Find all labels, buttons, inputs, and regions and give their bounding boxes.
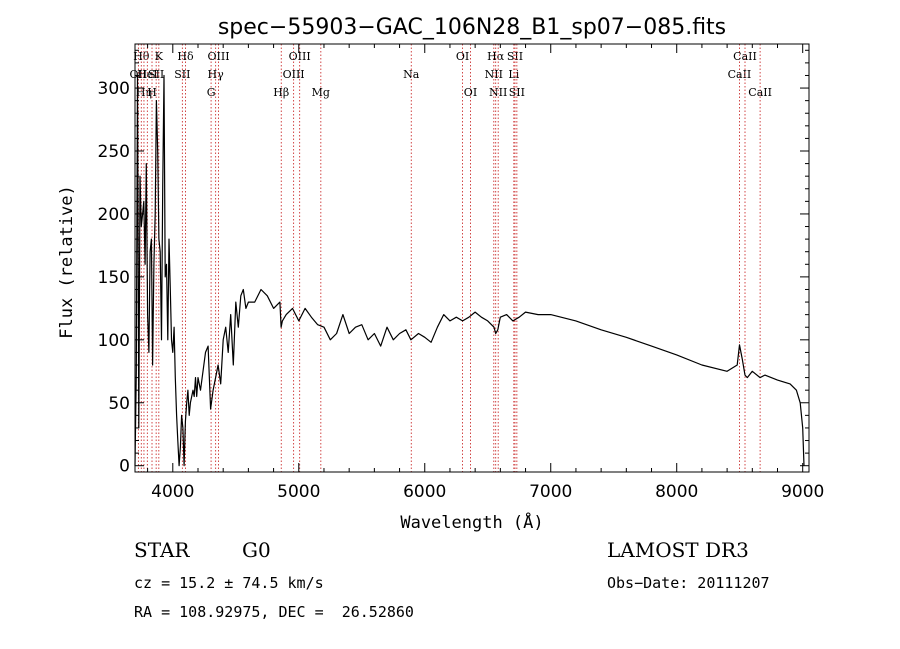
x-axis-label: Wavelength (Å) bbox=[400, 511, 543, 533]
line-marker-label: SII bbox=[174, 68, 190, 81]
line-marker-label: SII bbox=[509, 86, 525, 99]
survey-name: LAMOST DR3 bbox=[607, 538, 749, 562]
line-markers: OII Hθ Hη HeI H SII K Hδ SII G Hγ OIII Hβ OIII OIII Mg N… bbox=[130, 44, 772, 472]
x-tick-label: 5000 bbox=[277, 482, 320, 502]
line-marker-label: OI bbox=[464, 86, 477, 99]
x-axis: 4000 5000 6000 7000 8000 9000 bbox=[147, 44, 824, 502]
line-marker-label: Hβ bbox=[273, 86, 289, 99]
y-tick-label: 50 bbox=[108, 394, 130, 414]
y-axis: 0 50 100 150 200 250 300 bbox=[98, 49, 809, 477]
line-marker-label: NII bbox=[489, 86, 507, 99]
line-marker-label: OIII bbox=[283, 68, 305, 81]
line-marker-label: SII bbox=[148, 68, 164, 81]
spectrum-line bbox=[134, 74, 805, 467]
line-marker-label: OI bbox=[456, 50, 469, 63]
line-marker-label: HeI bbox=[137, 68, 157, 81]
plot-frame bbox=[134, 43, 810, 473]
line-marker-label: OII bbox=[130, 68, 148, 81]
y-tick-label: 100 bbox=[98, 331, 130, 351]
line-marker-label: CaII bbox=[728, 68, 752, 81]
x-tick-label: 9000 bbox=[781, 482, 824, 502]
y-tick-label: 0 bbox=[119, 457, 130, 477]
x-tick-label: 8000 bbox=[655, 482, 698, 502]
line-marker-label: SII bbox=[507, 50, 523, 63]
line-marker-label: Hγ bbox=[208, 68, 225, 81]
x-tick-label: 7000 bbox=[529, 482, 572, 502]
line-marker-label: H bbox=[147, 86, 157, 99]
line-marker-label: Na bbox=[403, 68, 420, 81]
subclass: G0 bbox=[242, 538, 271, 562]
ra-dec: RA = 108.92975, DEC = 26.52860 bbox=[134, 603, 414, 621]
line-marker-label: CaII bbox=[733, 50, 757, 63]
line-marker-label: Li bbox=[508, 68, 519, 81]
redshift-cz: cz = 15.2 ± 74.5 km/s bbox=[134, 574, 324, 592]
plot-area bbox=[134, 74, 805, 467]
y-tick-label: 200 bbox=[98, 205, 130, 225]
line-marker-label: G bbox=[207, 86, 216, 99]
line-marker-label: K bbox=[155, 50, 164, 63]
y-tick-label: 250 bbox=[98, 142, 130, 162]
y-tick-label: 300 bbox=[98, 79, 130, 99]
x-tick-label: 4000 bbox=[151, 482, 194, 502]
obs-date: Obs−Date: 20111207 bbox=[607, 574, 770, 592]
line-marker-label: OIII bbox=[207, 50, 229, 63]
line-marker-label: Hδ bbox=[177, 50, 194, 63]
object-type: STAR bbox=[134, 538, 190, 562]
y-tick-label: 150 bbox=[98, 268, 130, 288]
chart-title: spec−55903−GAC_106N28_B1_sp07−085.fits bbox=[218, 15, 726, 40]
x-tick-label: 6000 bbox=[403, 482, 446, 502]
line-marker-label: OIII bbox=[289, 50, 311, 63]
line-marker-label: Mg bbox=[312, 86, 330, 99]
y-axis-label: Flux (relative) bbox=[57, 185, 77, 339]
line-marker-label: NII bbox=[485, 68, 503, 81]
line-marker-label: Hη bbox=[136, 86, 152, 99]
line-marker-label: Hθ bbox=[133, 50, 150, 63]
line-marker-label: CaII bbox=[748, 86, 772, 99]
line-marker-label: Hα bbox=[487, 50, 505, 63]
